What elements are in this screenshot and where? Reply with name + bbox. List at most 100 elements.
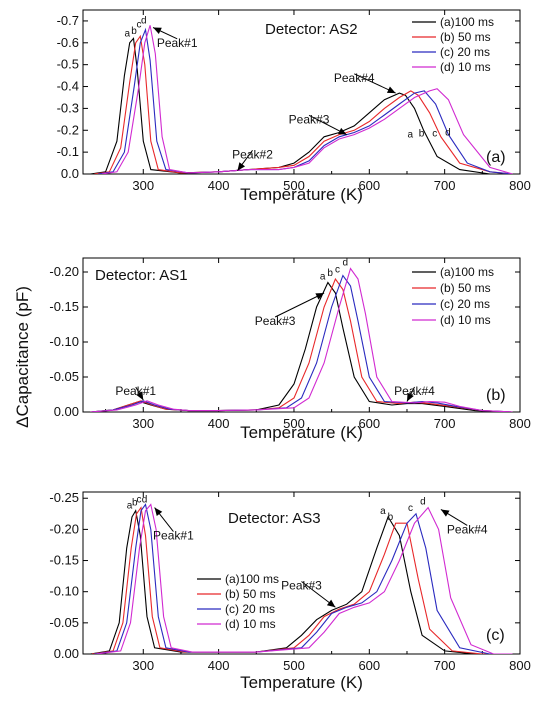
legend-entry: (a)100 ms — [225, 572, 279, 586]
x-axis-label: Temperature (K) — [240, 185, 363, 204]
curve-letter-label: d — [141, 15, 147, 26]
annotation-arrow-head — [337, 127, 347, 135]
panel-2: 300 400 500 600 700 800 0.00 -0.05 -0.10 -0.15 -0.… — [49, 257, 531, 442]
peak-annotation-label: Peak#4 — [394, 384, 435, 398]
x-tick-label: 700 — [434, 658, 456, 673]
curve-letter-label: c — [408, 503, 413, 514]
detector-label: Detector: AS1 — [95, 267, 188, 284]
plot-frame — [82, 257, 521, 413]
plot-frame — [82, 491, 521, 655]
curve-letter-label: d — [142, 494, 148, 505]
x-tick-label: 700 — [434, 178, 456, 193]
x-tick-label: 500 — [283, 416, 305, 431]
y-tick-label: 0.00 — [54, 646, 79, 661]
y-tick-label: 0.00 — [54, 404, 79, 419]
x-axis-label: Temperature (K) — [240, 423, 363, 442]
legend: (a)100 ms (b) 50 ms (c) 20 ms (d) 10 ms — [412, 265, 494, 327]
peak-annotation-label: Peak#3 — [281, 578, 322, 592]
curve-letter-label: c — [137, 494, 142, 505]
series-line-d — [90, 267, 513, 412]
curve-letter-label: d — [420, 497, 426, 508]
x-tick-label: 600 — [358, 178, 380, 193]
y-tick-label: -0.10 — [49, 584, 79, 599]
x-tick-label: 800 — [509, 416, 531, 431]
y-tick-label: -0.15 — [49, 299, 79, 314]
x-axis-label: Temperature (K) — [240, 673, 363, 692]
curve-letter-label: b — [131, 26, 137, 37]
series-line-c — [94, 503, 513, 654]
curve-letter-label: b — [327, 268, 333, 279]
detector-label: Detector: AS3 — [228, 510, 321, 527]
curve-letter-label: a — [407, 130, 413, 141]
y-tick-label: -0.7 — [57, 13, 79, 28]
series-line-a — [90, 37, 513, 174]
annotation-arrow-head — [315, 293, 325, 300]
x-tick-label: 800 — [509, 178, 531, 193]
curve-letter-label: b — [419, 129, 425, 140]
y-tick-label: -0.4 — [57, 79, 79, 94]
curve-letter-label: d — [445, 128, 451, 139]
panel-1: 300 400 500 600 700 800 0.0 -0.1 -0.2 -0.3 -0.4 -0.… — [57, 9, 531, 204]
series-line-b — [91, 506, 513, 654]
peak-annotation-label: Peak#4 — [447, 522, 488, 536]
annotation-arrow-head — [326, 599, 336, 608]
legend-entry: (d) 10 ms — [225, 617, 276, 631]
series-line-c — [98, 27, 513, 174]
legend-entry: (b) 50 ms — [440, 30, 491, 44]
curve-letter-label: c — [335, 265, 340, 276]
plot-frame — [82, 9, 521, 175]
x-tick-label: 500 — [283, 658, 305, 673]
curve-letter-label: a — [124, 28, 130, 39]
x-tick-label: 600 — [358, 416, 380, 431]
x-tick-label: 300 — [132, 658, 154, 673]
panel-tag: (a) — [486, 149, 506, 166]
legend-entry: (b) 50 ms — [225, 587, 276, 601]
y-tick-label: -0.20 — [49, 264, 79, 279]
y-tick-label: -0.20 — [49, 521, 79, 536]
peak-annotation-label: Peak#1 — [115, 384, 156, 398]
curve-letter-label: a — [127, 501, 133, 512]
detector-label: Detector: AS2 — [265, 21, 358, 38]
peak-annotation-label: Peak#2 — [232, 147, 273, 161]
y-tick-label: 0.0 — [61, 166, 79, 181]
annotation-arrow-line — [274, 292, 325, 318]
y-tick-label: -0.15 — [49, 553, 79, 568]
panel-tag: (b) — [486, 387, 506, 404]
x-tick-label: 400 — [208, 178, 230, 193]
y-tick-label: -0.3 — [57, 100, 79, 115]
x-tick-label: 300 — [132, 178, 154, 193]
peak-annotation-label: Peak#3 — [289, 112, 330, 126]
legend-entry: (c) 20 ms — [440, 45, 490, 59]
annotation-arrow-head — [406, 392, 414, 402]
y-tick-label: -0.5 — [57, 57, 79, 72]
legend-entry: (c) 20 ms — [225, 602, 275, 616]
peak-annotation-label: Peak#3 — [255, 314, 296, 328]
annotation-arrow-head — [237, 162, 246, 171]
legend-entry: (d) 10 ms — [440, 313, 491, 327]
y-tick-label: -0.6 — [57, 35, 79, 50]
legend-entry: (a)100 ms — [440, 265, 494, 279]
curve-letter-label: a — [380, 506, 386, 517]
curve-letter-label: c — [432, 129, 437, 140]
panel-tag: (c) — [486, 627, 505, 644]
annotation-arrow-head — [440, 509, 450, 517]
legend: (a)100 ms(b) 50 ms(c) 20 ms(d) 10 ms — [197, 572, 279, 631]
x-tick-label: 500 — [283, 178, 305, 193]
legend-entry: (b) 50 ms — [440, 281, 491, 295]
annotation-arrow-head — [154, 507, 163, 517]
legend-entry: (a)100 ms — [440, 15, 494, 29]
annotation-arrow-head — [153, 27, 162, 35]
peak-annotation-label: Peak#1 — [153, 529, 194, 543]
shared-y-axis-label: ΔCapacitance (pF) — [13, 286, 32, 428]
x-tick-label: 400 — [208, 416, 230, 431]
series-line-b — [94, 34, 513, 174]
series-line-a — [90, 281, 513, 412]
series-line-d — [101, 25, 513, 174]
legend-entry: (c) 20 ms — [440, 297, 490, 311]
annotation-arrow-head — [136, 391, 144, 401]
y-tick-label: -0.10 — [49, 334, 79, 349]
curve-letter-label: c — [137, 20, 142, 31]
series-line-d — [96, 503, 513, 654]
peak-annotation-label: Peak#4 — [334, 71, 375, 85]
